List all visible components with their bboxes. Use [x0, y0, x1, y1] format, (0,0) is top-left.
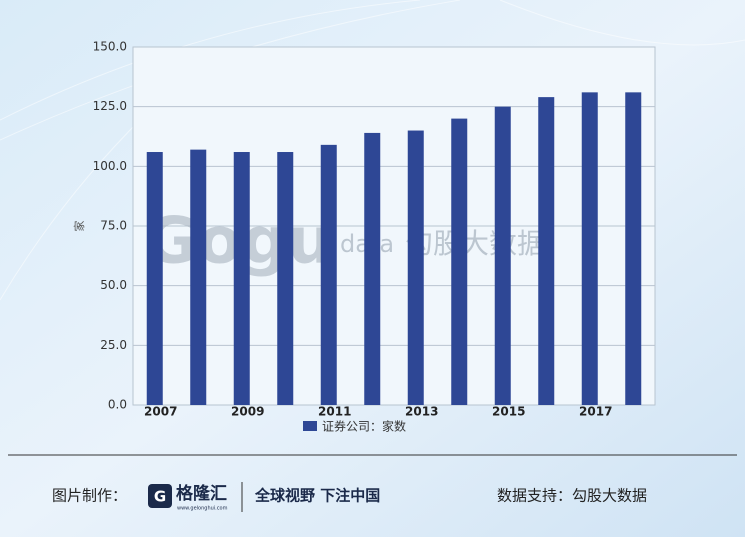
- bar: [364, 132, 381, 406]
- x-tick-label: 2011: [318, 405, 351, 419]
- y-tick-label: 100.0: [93, 159, 127, 173]
- y-axis-label: 家: [72, 221, 86, 232]
- legend-label: 证券公司：家数: [322, 419, 406, 434]
- y-tick-label: 50.0: [100, 278, 127, 292]
- x-tick-label: 2013: [405, 405, 438, 419]
- footer-source: 数据支持：勾股大数据: [497, 487, 647, 505]
- bar: [277, 152, 294, 405]
- x-tick-label: 2017: [579, 405, 612, 419]
- footer-slogan: 全球视野 下注中国: [254, 487, 380, 505]
- bar: [451, 118, 468, 405]
- bar: [494, 106, 511, 406]
- legend-swatch: [303, 421, 317, 431]
- y-tick-label: 125.0: [93, 99, 127, 113]
- y-tick-label: 25.0: [100, 338, 127, 352]
- y-tick-label: 75.0: [100, 219, 127, 233]
- bar: [233, 152, 250, 405]
- bar: [625, 92, 642, 405]
- bar: [190, 149, 207, 405]
- logo-name: 格隆汇: [176, 483, 227, 504]
- logo-url: www.gelonghui.com: [177, 506, 228, 512]
- x-tick-label: 2007: [144, 405, 177, 419]
- y-tick-label: 150.0: [93, 40, 127, 54]
- bar: [538, 97, 555, 406]
- y-tick-label: 0.0: [108, 398, 127, 412]
- x-tick-label: 2009: [231, 405, 264, 419]
- logo-icon: [148, 484, 172, 508]
- bar: [581, 92, 598, 405]
- watermark-text: 勾股大数据: [405, 227, 545, 260]
- logo-letter: G: [154, 488, 166, 506]
- bar: [146, 152, 163, 405]
- bar: [320, 144, 337, 405]
- x-tick-label: 2015: [492, 405, 525, 419]
- footer-text: 图片制作：: [52, 487, 127, 505]
- bar: [407, 130, 424, 406]
